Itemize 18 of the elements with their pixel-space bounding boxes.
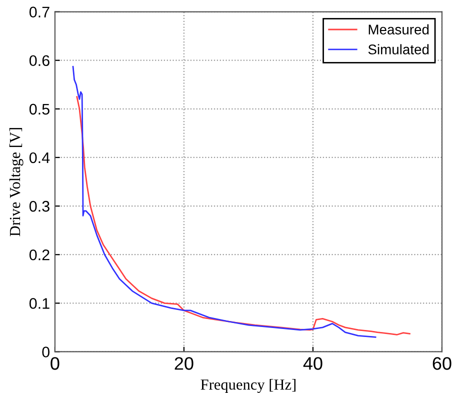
x-tick-label: 20 bbox=[174, 357, 194, 370]
y-tick-label: 0 bbox=[42, 346, 50, 358]
x-axis-title: Frequency [Hz] bbox=[200, 378, 296, 393]
y-tick-label: 0.5 bbox=[29, 104, 50, 115]
y-tick-label: 0.1 bbox=[29, 298, 50, 309]
y-tick-label: 0.7 bbox=[29, 6, 50, 18]
x-tick-label: 60 bbox=[432, 357, 452, 370]
line-series bbox=[72, 66, 376, 338]
x-tick-label: 0 bbox=[50, 357, 60, 370]
line-series bbox=[76, 96, 410, 336]
y-tick-label: 0.4 bbox=[29, 152, 50, 164]
legend-label: Simulated bbox=[368, 44, 429, 54]
y-tick-label: 0.3 bbox=[29, 200, 50, 212]
y-axis-title: Drive Voltage [V] bbox=[9, 128, 24, 236]
x-tick-label: 40 bbox=[303, 357, 322, 370]
y-tick-label: 0.6 bbox=[29, 55, 50, 66]
legend-label: Measured bbox=[368, 24, 429, 34]
y-tick-label: 0.2 bbox=[29, 249, 50, 260]
